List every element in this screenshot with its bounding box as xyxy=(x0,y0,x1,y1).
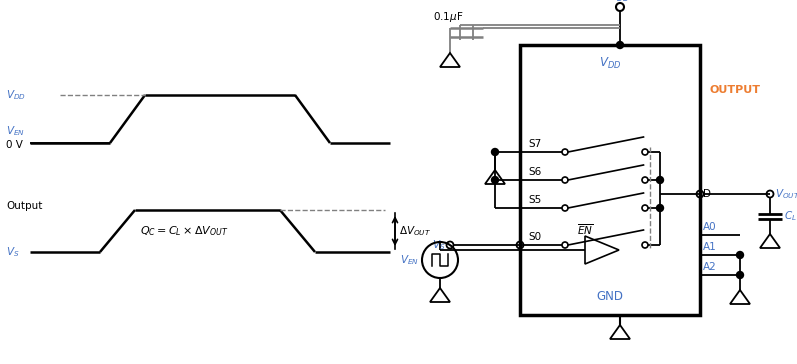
Text: $V_S$: $V_S$ xyxy=(431,238,445,252)
Text: $V_{EN}$: $V_{EN}$ xyxy=(400,253,419,267)
Circle shape xyxy=(617,41,623,48)
Text: A0: A0 xyxy=(703,222,717,232)
Bar xyxy=(520,45,700,315)
Text: $V_{DD}$: $V_{DD}$ xyxy=(610,0,630,4)
Text: $V_{EN}$: $V_{EN}$ xyxy=(6,124,25,138)
Text: GND: GND xyxy=(596,290,623,304)
Text: S7: S7 xyxy=(528,139,541,149)
Text: $\overline{EN}$: $\overline{EN}$ xyxy=(577,223,593,237)
Circle shape xyxy=(736,252,744,258)
Text: OUTPUT: OUTPUT xyxy=(710,85,761,95)
Circle shape xyxy=(736,272,744,278)
Circle shape xyxy=(657,177,663,183)
Circle shape xyxy=(492,149,498,155)
Text: S0: S0 xyxy=(528,232,541,242)
Text: $Q_C = C_L \times \Delta V_{OUT}$: $Q_C = C_L \times \Delta V_{OUT}$ xyxy=(140,224,229,238)
Text: Output: Output xyxy=(6,201,42,211)
Text: $V_{DD}$: $V_{DD}$ xyxy=(599,55,621,71)
Text: $\Delta V_{OUT}$: $\Delta V_{OUT}$ xyxy=(399,224,431,238)
Text: A2: A2 xyxy=(703,262,717,272)
Text: $V_S$: $V_S$ xyxy=(6,245,19,259)
Text: $C_L$: $C_L$ xyxy=(784,210,797,223)
Text: $V_{DD}$: $V_{DD}$ xyxy=(6,88,26,102)
Text: 0.1$\mu$F: 0.1$\mu$F xyxy=(433,10,463,24)
Text: S5: S5 xyxy=(528,195,541,205)
Text: A1: A1 xyxy=(703,242,717,252)
Circle shape xyxy=(657,205,663,211)
Circle shape xyxy=(492,177,498,183)
Text: 0 V: 0 V xyxy=(6,140,23,150)
Text: $V_{OUT}$: $V_{OUT}$ xyxy=(775,187,797,201)
Text: S6: S6 xyxy=(528,167,541,177)
Text: D: D xyxy=(703,189,711,199)
